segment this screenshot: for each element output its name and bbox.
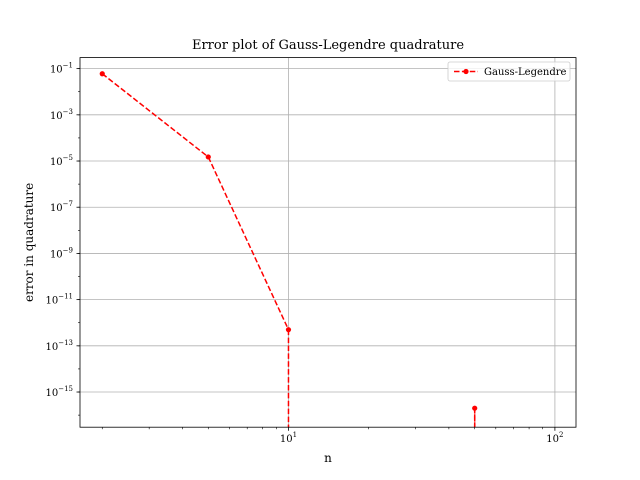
y-tick-label-base: 10 [50,111,63,122]
y-tick-label-base: 10 [45,388,58,399]
legend-frame [447,61,571,82]
series-line-segment [207,156,290,330]
y-tick-label-exponent: −9 [63,246,73,254]
chart-title: Error plot of Gauss-Legendre quadrature [192,38,464,53]
y-tick-label-exponent: −5 [63,154,73,162]
major-ticks: 101 10210−110−310−510−710−910−1110−1310−1… [45,62,563,446]
x-tick-label: 101 [280,431,297,445]
series-point [285,327,292,333]
legend: Gauss-Legendre [447,61,571,82]
x-tick-label: 102 [546,431,563,445]
y-tick-label-exponent: −11 [58,293,73,301]
y-tick-label: 10−15 [45,385,73,399]
plot-area-frame [79,57,577,428]
y-tick-label-base: 10 [50,203,63,214]
y-tick-label: 10−3 [50,108,73,122]
y-tick-label-base: 10 [50,249,63,260]
y-tick-label-exponent: −7 [63,200,73,208]
series-point [472,405,478,411]
y-tick-label: 10−5 [50,154,73,168]
y-tick-label-base: 10 [50,65,63,76]
y-tick-label: 10−13 [45,339,73,353]
y-axis-label: error in quadrature [22,183,36,302]
y-tick-label-base: 10 [45,296,58,307]
y-tick-label-exponent: −15 [58,385,73,393]
y-tick-label-base: 10 [45,342,58,353]
legend-label: Gauss-Legendre [484,67,567,78]
plot-area-background [80,57,576,428]
series [99,71,478,428]
grid [80,57,576,428]
x-tick-label-exponent: 2 [559,431,563,439]
series-point [205,154,211,160]
series-line-segment [101,73,209,158]
y-tick-label: 10−9 [50,246,73,260]
x-tick-label-base: 10 [280,434,293,445]
y-tick-label-exponent: −13 [58,339,73,347]
y-tick-label-base: 10 [50,157,63,168]
series-point [99,71,105,77]
x-tick-label-exponent: 1 [293,431,297,439]
y-tick-label: 10−7 [50,200,73,214]
x-axis-label: n [324,451,332,465]
y-tick-label: 10−1 [50,62,73,76]
y-tick-label-exponent: −3 [63,108,73,116]
x-tick-label-base: 10 [546,434,559,445]
series-group [99,71,478,428]
y-tick-label-exponent: −1 [63,62,73,70]
legend-marker-sample [463,68,469,75]
y-tick-label: 10−11 [45,293,73,307]
